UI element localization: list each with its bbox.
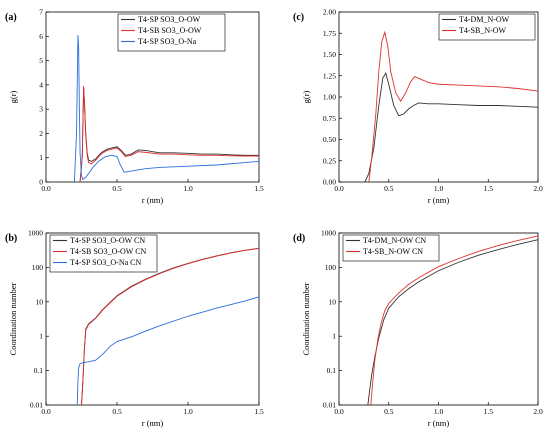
panel-0: 0.0 0.5 1.0 1.5 0 1 2 3 4 5 6 7 r (nm) g(r) (a) T4-SP S… [5,8,264,206]
x-axis-title: r (nm) [142,418,164,428]
y-tick-label: 1.75 [323,29,336,38]
y-tick-label: 1 [332,332,336,341]
x-tick-label: 2.0 [533,184,543,193]
y-tick-label: 6 [39,32,43,41]
x-tick-label: 1.0 [434,407,444,416]
x-axis-title: r (nm) [428,418,450,428]
y-tick-label: 4 [39,80,43,89]
y-tick-label: 10 [329,297,337,306]
panel-label: (a) [5,12,17,23]
x-axis-title: r (nm) [142,195,164,205]
x-tick-label: 1.0 [183,184,193,193]
y-tick-label: 100 [325,263,337,272]
y-tick-label: 100 [32,263,44,272]
legend-label: T4-SB SO3_O-OW [138,26,202,35]
y-tick-label: 1.00 [323,93,336,102]
legend-label: T4-SB_N-OW [459,26,507,35]
x-tick-label: 1.5 [484,184,494,193]
series-line-1 [79,86,259,182]
panel-label: (c) [293,12,304,23]
series-line-2 [73,35,259,182]
y-tick-label: 2 [39,129,43,138]
x-tick-label: 1.5 [254,184,264,193]
legend-label: T4-SP SO3_O-Na [138,37,197,46]
x-tick-label: 0.0 [41,407,51,416]
y-axis-title: g(r) [301,90,311,103]
plot-frame [45,232,260,406]
legend-label: T4-SP SO3_O-OW [138,15,201,24]
panel-3: 0.0 0.5 1.0 1.5 2.0 0.01 0.1 1 10 100 1000 r (nm) Co… [293,229,543,429]
y-tick-label: 1.50 [323,50,336,59]
x-tick-label: 0.5 [112,184,122,193]
x-tick-label: 0.5 [384,407,394,416]
y-axis-title: g(r) [8,90,18,103]
y-tick-label: 1000 [28,229,43,238]
x-tick-label: 1.0 [183,407,193,416]
y-tick-label: 2.00 [323,8,336,17]
x-tick-label: 0.5 [384,184,394,193]
x-tick-label: 2.0 [533,407,543,416]
x-tick-label: 0.0 [334,407,344,416]
legend-box [438,13,536,41]
legend-box [117,13,226,52]
legend-box [49,234,158,273]
legend-label: T4-SB_N-OW CN [363,247,423,256]
y-tick-label: 10 [36,297,44,306]
y-axis-title: Coordination number [8,282,18,355]
panel-2: 0.0 0.5 1.0 1.5 2.0 0.00 0.25 0.50 0.75 1.00 1.25 1… [293,8,543,206]
y-tick-label: 0.75 [323,114,336,123]
y-tick-label: 1 [39,153,43,162]
y-tick-label: 5 [39,56,43,65]
legend-label: T4-DM_N-OW [459,15,510,24]
y-tick-label: 1 [39,332,43,341]
y-tick-label: 0.01 [30,401,43,410]
legend-label: T4-SP SO3_O-OW CN [70,236,145,245]
y-tick-label: 1.25 [323,71,336,80]
y-tick-label: 0.1 [34,366,44,375]
y-tick-label: 0.00 [323,178,336,187]
y-tick-label: 0 [39,178,43,187]
panel-label: (b) [5,233,17,244]
panel-1: 0.0 0.5 1.0 1.5 0.01 0.1 1 10 100 1000 r (nm) Coord… [5,229,264,429]
x-axis-title: r (nm) [428,195,450,205]
series-line-1 [368,30,538,182]
x-tick-label: 0.5 [112,407,122,416]
y-tick-label: 0.01 [323,401,336,410]
x-tick-label: 1.0 [434,184,444,193]
series-line-0 [364,72,538,182]
series-line-1 [370,235,538,405]
series-line-1 [81,248,259,405]
plot-frame [45,11,260,183]
y-tick-label: 3 [39,105,43,114]
y-tick-label: 0.50 [323,135,336,144]
y-tick-label: 1000 [321,229,336,238]
x-tick-label: 0.0 [334,184,344,193]
y-axis-title: Coordination number [301,282,311,355]
panel-label: (d) [293,233,305,244]
legend-box [342,234,440,262]
x-tick-label: 1.5 [254,407,264,416]
legend-label: T4-SP SO3_O-Na CN [70,258,141,267]
y-tick-label: 0.1 [327,366,337,375]
y-tick-label: 0.25 [323,156,336,165]
legend-label: T4-SB SO3_O-OW CN [70,247,147,256]
legend-label: T4-DM_N-OW CN [363,236,426,245]
y-tick-label: 7 [39,8,43,17]
x-tick-label: 0.0 [41,184,51,193]
x-tick-label: 1.5 [484,407,494,416]
series-line-0 [367,239,538,405]
series-line-2 [76,296,259,405]
